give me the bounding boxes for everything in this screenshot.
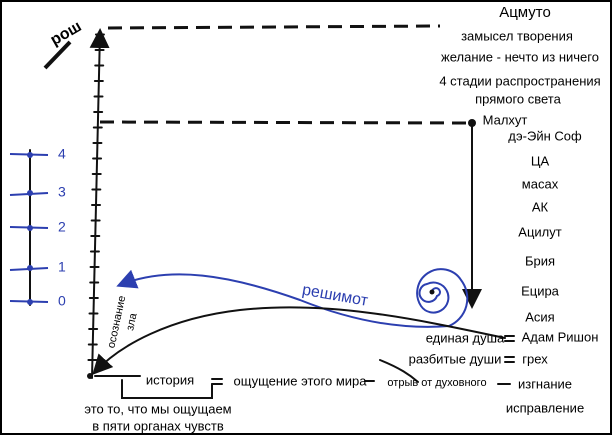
spiral-center	[429, 289, 435, 295]
scale-dot	[27, 225, 33, 231]
dashes	[211, 335, 515, 385]
scale: 0 1 2 3 4	[9, 146, 66, 309]
scale-dot	[27, 190, 33, 196]
label: отрыв от духовного	[387, 377, 486, 389]
origin	[87, 373, 93, 379]
scale-label: 3	[58, 184, 66, 200]
label: разбитые души	[409, 351, 502, 366]
scale-dot	[27, 265, 33, 271]
note: это то, что мы ощущаем	[84, 401, 231, 416]
label: грех	[522, 351, 548, 366]
label: Адам Ришон	[522, 329, 599, 344]
label: единая душа	[426, 330, 505, 345]
label: Брия	[525, 253, 555, 268]
label: Малхут	[483, 112, 528, 127]
label: 4 стадии распространения	[439, 73, 600, 88]
bracket	[121, 379, 213, 399]
scale-label: 1	[58, 259, 66, 275]
connector	[379, 359, 419, 383]
point	[468, 119, 476, 127]
label: ЦА	[531, 153, 550, 168]
scale-dot	[27, 299, 33, 305]
label: Асия	[525, 309, 554, 324]
label: желание - нечто из ничего	[441, 49, 599, 64]
curve-arrow	[92, 306, 506, 375]
label: изгнание	[518, 376, 572, 391]
scale-dot	[27, 152, 33, 158]
spiral-arrow	[116, 268, 469, 328]
label: Ацмуто	[499, 4, 551, 21]
label: масах	[522, 176, 559, 191]
scale-label: 0	[58, 293, 66, 309]
dashed-line	[107, 24, 441, 30]
label: история	[146, 372, 194, 387]
label: зла	[124, 311, 140, 331]
label: ощущение этого мира	[234, 373, 368, 388]
label: Ацилут	[518, 224, 561, 239]
note: в пяти органах чувств	[92, 418, 224, 433]
scale-label: 2	[58, 219, 66, 235]
stroke	[43, 40, 72, 70]
label: дэ-Эйн Соф	[508, 128, 582, 143]
scale-label: 4	[58, 146, 66, 162]
axis	[87, 28, 110, 379]
label: исправление	[506, 400, 584, 415]
label: АК	[532, 199, 549, 214]
dashed-line	[99, 120, 471, 125]
label: Ецира	[521, 283, 560, 298]
label: замысел творения	[461, 28, 573, 43]
label: прямого света	[475, 91, 561, 106]
